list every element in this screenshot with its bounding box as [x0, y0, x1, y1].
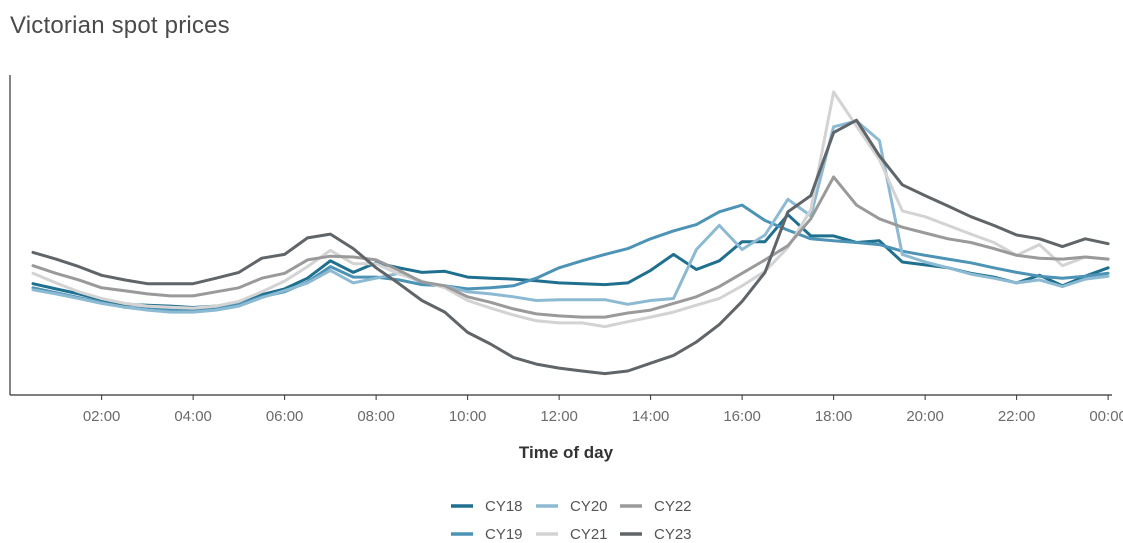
series-lines [31, 90, 1110, 376]
x-tick-label: 02:00 [83, 408, 121, 425]
chart-title: Victorian spot prices [10, 12, 230, 39]
x-axis-title: Time of day [519, 443, 614, 462]
legend-item-cy23: CY23 [620, 526, 692, 543]
x-tick-label: 18:00 [815, 408, 853, 425]
x-tick-label: 06:00 [266, 408, 304, 425]
x-tick-label: 00:00 [1089, 408, 1123, 425]
legend-item-cy20: CY20 [536, 498, 608, 515]
legend-label: CY22 [654, 498, 692, 515]
x-tick-label: 12:00 [540, 408, 578, 425]
series-line-cy21 [31, 90, 1110, 329]
series-line-cy18 [31, 213, 1110, 309]
chart-axes [9, 75, 1112, 396]
x-tick-label: 14:00 [632, 408, 670, 425]
x-tick-label: 16:00 [723, 408, 761, 425]
legend-label: CY18 [485, 498, 523, 515]
legend-item-cy18: CY18 [451, 498, 523, 515]
legend: CY18 CY19 CY20 CY21 CY22 CY23 [451, 498, 692, 543]
legend-item-cy21: CY21 [536, 526, 608, 543]
legend-item-cy19: CY19 [451, 526, 523, 543]
x-tick-label: 08:00 [357, 408, 395, 425]
x-tick-label: 10:00 [449, 408, 487, 425]
series-line-cy22 [31, 175, 1110, 319]
x-tick-label: 20:00 [906, 408, 944, 425]
x-axis-ticks: 02:00 04:00 06:00 08:00 10:00 12:00 14:00 16:00… [83, 395, 1123, 425]
legend-label: CY19 [485, 526, 523, 543]
x-tick-label: 22:00 [998, 408, 1036, 425]
legend-label: CY20 [570, 498, 608, 515]
legend-label: CY21 [570, 526, 608, 543]
series-line-cy20 [31, 119, 1110, 314]
series-line-cy23 [31, 118, 1110, 376]
x-tick-label: 04:00 [174, 408, 212, 425]
legend-item-cy22: CY22 [620, 498, 692, 515]
legend-label: CY23 [654, 526, 692, 543]
